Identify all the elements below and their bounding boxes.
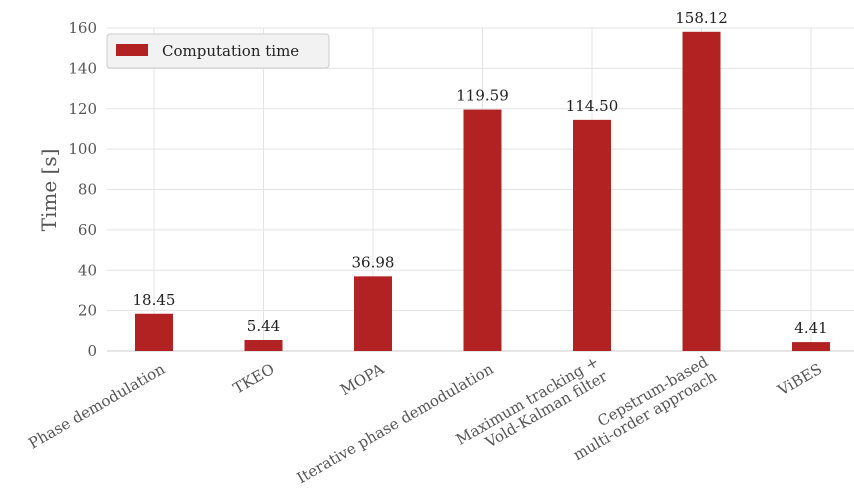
y-tick-label: 80: [78, 181, 97, 199]
x-tick-label-line: MOPA: [337, 360, 387, 399]
x-tick-label: MOPA: [337, 360, 387, 399]
y-tick-label: 60: [78, 221, 97, 239]
value-label: 18.45: [133, 291, 176, 309]
legend-swatch: [116, 44, 148, 56]
bar: [463, 109, 502, 351]
x-tick-label-text: ViBES: [774, 360, 825, 400]
x-tick-label-text: TKEO: [230, 360, 278, 398]
y-tick-label: 140: [68, 59, 97, 77]
value-label: 158.12: [675, 9, 728, 27]
bar-layer: [135, 31, 830, 352]
y-tick-label: 0: [87, 342, 97, 360]
x-tick-label-line: TKEO: [230, 360, 278, 398]
x-tick-label-text: Phase demodulation: [25, 360, 168, 453]
y-tick-label: 160: [68, 19, 97, 37]
y-tick-label: 120: [68, 100, 97, 118]
legend-box: [106, 33, 330, 69]
y-tick-label: 20: [78, 302, 97, 320]
bar: [135, 313, 173, 351]
bar: [244, 340, 283, 351]
value-label: 119.59: [456, 87, 509, 105]
value-label: 114.50: [566, 97, 619, 115]
bar: [354, 276, 392, 351]
x-tick-label: Iterative phase demodulation: [294, 360, 497, 488]
x-tick-label-line: Iterative phase demodulation: [294, 360, 497, 488]
value-label: 5.44: [247, 317, 280, 335]
legend-label: Computation time: [162, 42, 299, 60]
x-tick-label-text: Iterative phase demodulation: [294, 360, 497, 488]
bar: [682, 31, 721, 351]
x-tick-label: Phase demodulation: [25, 360, 168, 453]
y-axis-title: Time [s]: [37, 149, 61, 232]
legend: Computation time: [106, 33, 330, 69]
bar: [573, 119, 611, 352]
x-tick-label: ViBES: [774, 360, 825, 400]
value-label: 4.41: [794, 319, 827, 337]
x-tick-label-line: Phase demodulation: [25, 360, 168, 453]
x-tick-label-line: ViBES: [774, 360, 825, 400]
bar: [792, 342, 830, 351]
x-tick-label: TKEO: [230, 360, 278, 398]
y-tick-label: 100: [68, 140, 97, 158]
y-tick-label: 40: [78, 261, 97, 279]
value-label: 36.98: [352, 253, 395, 271]
x-tick-label-text: MOPA: [337, 360, 387, 399]
